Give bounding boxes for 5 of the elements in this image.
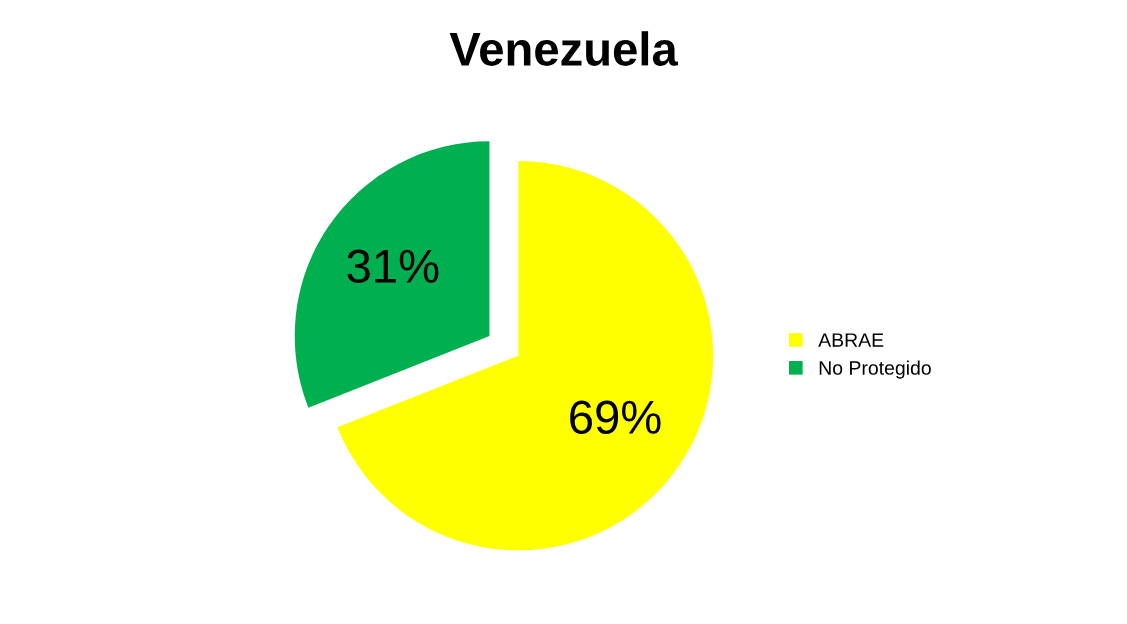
- chart-title: Venezuela: [449, 31, 678, 66]
- legend-label: No Protegido: [819, 360, 931, 379]
- data-label: 31%: [347, 249, 439, 283]
- legend-label: ABRAE: [818, 333, 884, 347]
- data-label: 69%: [570, 400, 661, 435]
